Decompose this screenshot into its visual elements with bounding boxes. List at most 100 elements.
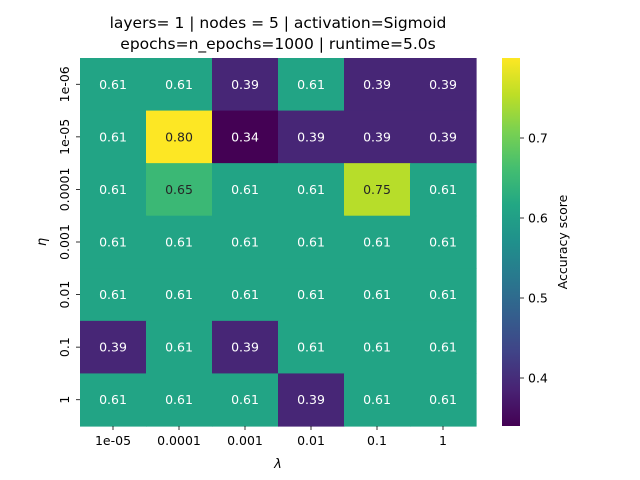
cell-value-label: 0.39 (363, 129, 391, 144)
heatmap-cell (410, 268, 477, 322)
heatmap-value-labels: 0.61 0.61 0.39 0.61 0.39 0.39 0.61 0.80 0.34 0.39… (99, 77, 457, 407)
cell-value-label: 0.61 (297, 340, 325, 355)
heatmap-cell (212, 110, 279, 164)
heatmap-cell (80, 110, 147, 164)
cell-value-label: 0.61 (363, 392, 391, 407)
heatmap-cell (146, 110, 213, 164)
x-axis-ticks: 1e-05 0.0001 0.001 0.01 0.1 1 (95, 426, 447, 448)
heatmap-cell (344, 163, 411, 217)
heatmap-cell (146, 268, 213, 322)
heatmap-cell (410, 163, 477, 217)
heatmap-cell (410, 320, 477, 375)
heatmap-cell (80, 373, 147, 427)
x-tick-label: 1 (439, 433, 447, 448)
y-axis-label: η (35, 238, 50, 246)
heatmap-cell (278, 215, 345, 269)
cell-value-label: 0.61 (99, 287, 127, 302)
y-tick-label: 1 (57, 396, 72, 404)
cell-value-label: 0.39 (99, 340, 127, 355)
cell-value-label: 0.61 (99, 235, 127, 250)
x-tick-label: 0.1 (367, 433, 387, 448)
cell-value-label: 0.39 (429, 77, 457, 92)
cell-value-label: 0.61 (231, 182, 259, 197)
heatmap-cell (212, 320, 279, 375)
cell-value-label: 0.61 (165, 392, 193, 407)
cell-value-label: 0.61 (297, 77, 325, 92)
y-tick-label: 0.0001 (57, 168, 72, 212)
heatmap-cell (344, 373, 411, 427)
heatmap-cell (344, 58, 411, 112)
y-axis-ticks: 1e-06 1e-05 0.0001 0.001 0.01 0.1 1 (57, 66, 80, 404)
y-tick-label: 1e-05 (57, 119, 72, 155)
cell-value-label: 0.61 (429, 182, 457, 197)
cell-value-label: 0.61 (363, 340, 391, 355)
cell-value-label: 0.39 (363, 77, 391, 92)
colorbar-tick-label: 0.5 (528, 291, 548, 306)
heatmap-cell (344, 268, 411, 322)
heatmap-cell (212, 373, 279, 427)
chart-title-line1: layers= 1 | nodes = 5 | activation=Sigmo… (110, 14, 447, 32)
x-tick-label: 0.01 (297, 433, 325, 448)
cell-value-label: 0.61 (165, 340, 193, 355)
heatmap-cell (212, 215, 279, 269)
heatmap-cell (278, 320, 345, 375)
heatmap-cell (410, 215, 477, 269)
heatmap-cell (212, 268, 279, 322)
heatmap-cell (146, 58, 213, 112)
cell-value-label: 0.61 (297, 235, 325, 250)
y-tick-label: 1e-06 (57, 66, 72, 102)
cell-value-label: 0.61 (297, 287, 325, 302)
cell-value-label: 0.61 (165, 77, 193, 92)
y-tick-label: 0.01 (57, 281, 72, 309)
cell-value-label: 0.65 (165, 182, 193, 197)
y-tick-label: 0.001 (57, 224, 72, 260)
heatmap-cell (80, 163, 147, 217)
heatmap-cell (410, 110, 477, 164)
heatmap-cell (212, 163, 279, 217)
heatmap-cells (80, 58, 477, 427)
heatmap-cell (278, 163, 345, 217)
heatmap-cell (410, 373, 477, 427)
x-tick-label: 1e-05 (95, 433, 131, 448)
heatmap-cell (146, 373, 213, 427)
cell-value-label: 0.61 (429, 340, 457, 355)
cell-value-label: 0.61 (363, 235, 391, 250)
heatmap-cell (80, 58, 147, 112)
x-axis-label: λ (273, 457, 282, 472)
cell-value-label: 0.34 (231, 129, 259, 144)
colorbar (502, 58, 520, 426)
heatmap-cell (344, 110, 411, 164)
heatmap-cell (80, 215, 147, 269)
cell-value-label: 0.61 (165, 287, 193, 302)
cell-value-label: 0.39 (429, 129, 457, 144)
cell-value-label: 0.61 (231, 235, 259, 250)
heatmap-cell (212, 58, 279, 112)
heatmap-cell (146, 320, 213, 375)
heatmap-cell (146, 215, 213, 269)
colorbar-tick-label: 0.7 (528, 131, 548, 146)
colorbar-tick-label: 0.4 (528, 371, 548, 386)
cell-value-label: 0.61 (99, 392, 127, 407)
heatmap-cell (344, 320, 411, 375)
heatmap-cell (278, 58, 345, 112)
x-tick-label: 0.001 (227, 433, 263, 448)
cell-value-label: 0.39 (231, 77, 259, 92)
cell-value-label: 0.61 (297, 182, 325, 197)
colorbar-ticks: 0.4 0.5 0.6 0.7 (520, 131, 548, 386)
colorbar-label: Accuracy score (555, 194, 570, 289)
cell-value-label: 0.61 (99, 129, 127, 144)
cell-value-label: 0.80 (165, 129, 193, 144)
cell-value-label: 0.61 (363, 287, 391, 302)
cell-value-label: 0.61 (429, 235, 457, 250)
heatmap-cell (410, 58, 477, 112)
heatmap-cell (278, 268, 345, 322)
heatmap-cell (278, 373, 345, 427)
cell-value-label: 0.39 (297, 392, 325, 407)
heatmap-cell (278, 110, 345, 164)
cell-value-label: 0.61 (165, 235, 193, 250)
cell-value-label: 0.61 (429, 392, 457, 407)
x-tick-label: 0.0001 (157, 433, 201, 448)
colorbar-tick-label: 0.6 (528, 211, 548, 226)
y-tick-label: 0.1 (57, 337, 72, 357)
